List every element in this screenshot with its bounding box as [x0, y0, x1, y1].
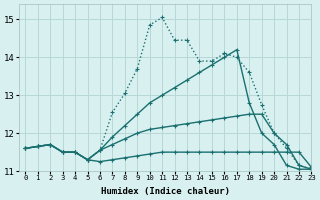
- X-axis label: Humidex (Indice chaleur): Humidex (Indice chaleur): [101, 187, 230, 196]
